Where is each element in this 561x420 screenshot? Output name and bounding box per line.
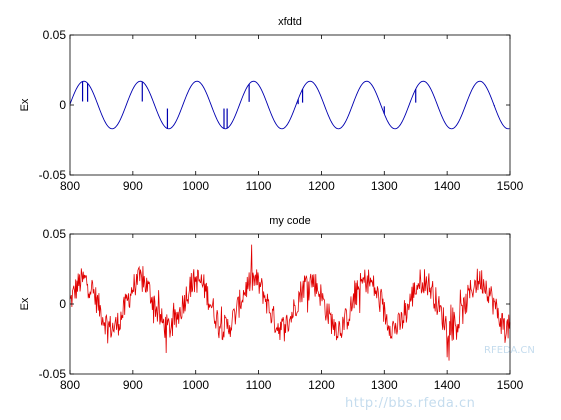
series-line [69, 244, 511, 361]
x-tick-label: 900 [123, 378, 143, 392]
y-tick-label: 0 [59, 98, 66, 112]
y-tick-label: -0.05 [39, 367, 67, 381]
x-tick-label: 1400 [434, 179, 461, 193]
watermark-site: RFEDA.CN [484, 345, 535, 356]
y-tick-label: 0.05 [43, 227, 67, 241]
x-tick-label: 1000 [182, 179, 209, 193]
chart-1: xfdtd Ex 800 900 1000 1100 1200 1300 1400 1500 -0.… [19, 16, 524, 193]
y-axis-label: Ex [19, 98, 31, 111]
x-tick-label: 1500 [497, 179, 524, 193]
x-tick-label: 1000 [182, 378, 209, 392]
x-tick-label: 1400 [434, 378, 461, 392]
x-tick-label: 1100 [246, 378, 272, 392]
chart-title: my code [269, 215, 311, 227]
x-tick-label: 800 [60, 378, 80, 392]
x-tick-label: 1200 [308, 378, 335, 392]
chart-2: my code Ex 800 900 1000 1100 1200 1300 1400 1500 -… [19, 215, 524, 392]
x-tick-label: 1300 [371, 378, 398, 392]
chart-title: xfdtd [278, 16, 302, 28]
x-tick-label: 1200 [308, 179, 335, 193]
watermark-url: http://bbs.rfeda.cn [345, 396, 476, 411]
x-tick-label: 1500 [497, 378, 524, 392]
axes-box [69, 233, 511, 375]
x-tick-label: 800 [60, 179, 80, 193]
x-tick-label: 900 [123, 179, 143, 193]
y-tick-label: 0 [59, 297, 66, 311]
x-tick-label: 1100 [246, 179, 272, 193]
x-tick-label: 1300 [371, 179, 398, 193]
axes-box [69, 34, 511, 176]
series-line [69, 80, 510, 130]
y-axis-label: Ex [19, 297, 31, 310]
y-tick-label: -0.05 [39, 168, 67, 182]
y-tick-label: 0.05 [43, 28, 67, 42]
